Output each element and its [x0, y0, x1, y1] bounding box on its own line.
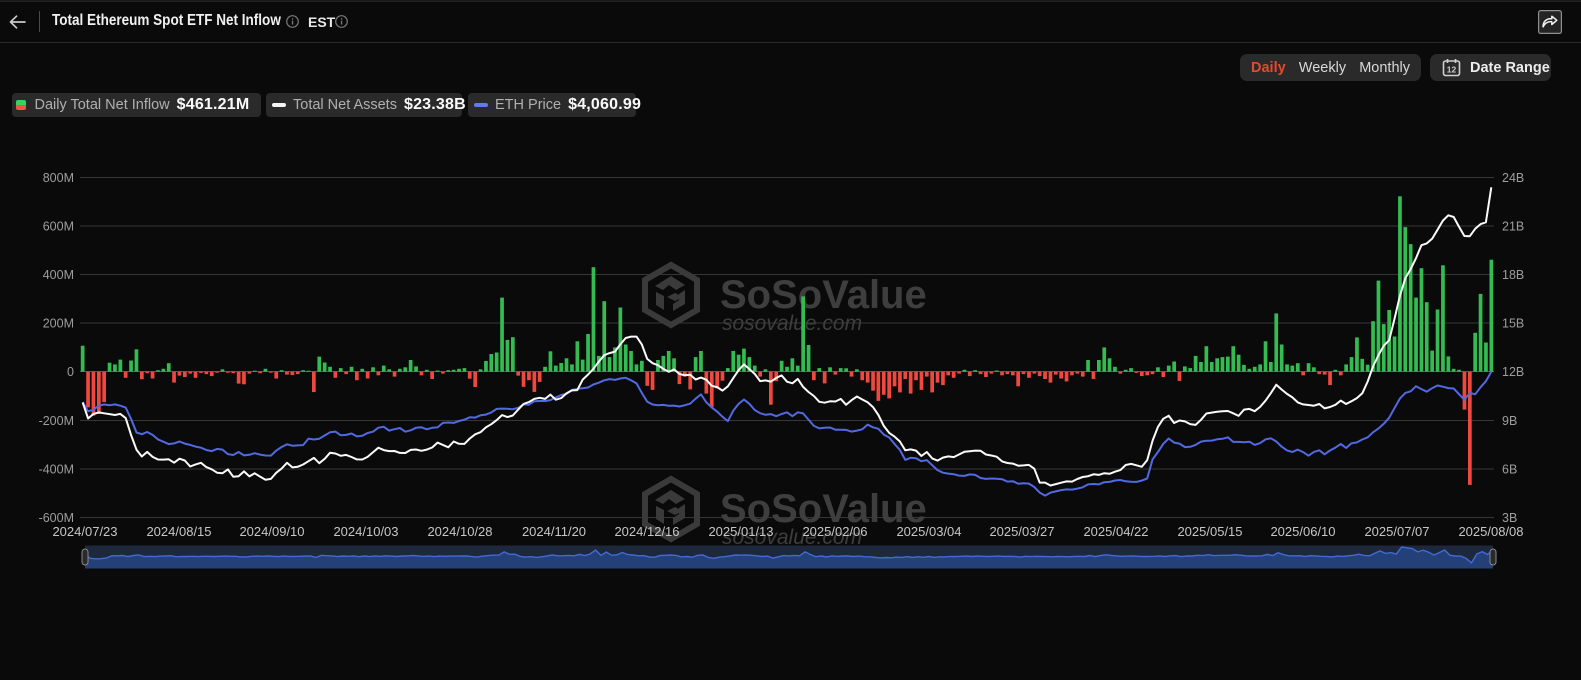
svg-text:600M: 600M — [43, 219, 74, 233]
svg-text:3B: 3B — [1502, 511, 1517, 525]
svg-text:24B: 24B — [1502, 171, 1524, 185]
svg-text:6B: 6B — [1502, 462, 1517, 476]
svg-text:2025/03/27: 2025/03/27 — [989, 524, 1054, 539]
svg-text:2024/10/28: 2024/10/28 — [427, 524, 492, 539]
svg-text:-600M: -600M — [39, 511, 74, 525]
svg-text:9B: 9B — [1502, 414, 1517, 428]
svg-text:SoSoValue: SoSoValue — [720, 273, 927, 317]
svg-text:2025/03/04: 2025/03/04 — [896, 524, 961, 539]
svg-text:sosovalue.com: sosovalue.com — [722, 526, 862, 549]
svg-text:0: 0 — [67, 365, 74, 379]
svg-text:2025/01/13: 2025/01/13 — [708, 524, 773, 539]
svg-text:-400M: -400M — [39, 462, 74, 476]
svg-text:800M: 800M — [43, 171, 74, 185]
svg-text:2024/12/16: 2024/12/16 — [614, 524, 679, 539]
svg-text:SoSoValue: SoSoValue — [720, 487, 927, 531]
svg-text:200M: 200M — [43, 317, 74, 331]
svg-text:12: 12 — [1447, 65, 1457, 75]
svg-text:2024/08/15: 2024/08/15 — [146, 524, 211, 539]
svg-text:400M: 400M — [43, 268, 74, 282]
svg-text:18B: 18B — [1502, 268, 1524, 282]
svg-text:2024/07/23: 2024/07/23 — [52, 524, 117, 539]
svg-text:12B: 12B — [1502, 365, 1524, 379]
svg-text:2024/11/20: 2024/11/20 — [522, 524, 586, 539]
svg-text:2024/09/10: 2024/09/10 — [239, 524, 304, 539]
svg-text:2024/10/03: 2024/10/03 — [333, 524, 398, 539]
svg-text:2025/06/10: 2025/06/10 — [1270, 524, 1335, 539]
svg-text:21B: 21B — [1502, 219, 1524, 233]
svg-text:2025/07/07: 2025/07/07 — [1364, 524, 1429, 539]
svg-text:2025/05/15: 2025/05/15 — [1177, 524, 1242, 539]
svg-text:2025/02/06: 2025/02/06 — [802, 524, 867, 539]
svg-text:15B: 15B — [1502, 317, 1524, 331]
svg-text:sosovalue.com: sosovalue.com — [722, 312, 862, 335]
svg-text:2025/04/22: 2025/04/22 — [1083, 524, 1148, 539]
svg-text:-200M: -200M — [39, 414, 74, 428]
svg-text:2025/08/08: 2025/08/08 — [1458, 524, 1523, 539]
